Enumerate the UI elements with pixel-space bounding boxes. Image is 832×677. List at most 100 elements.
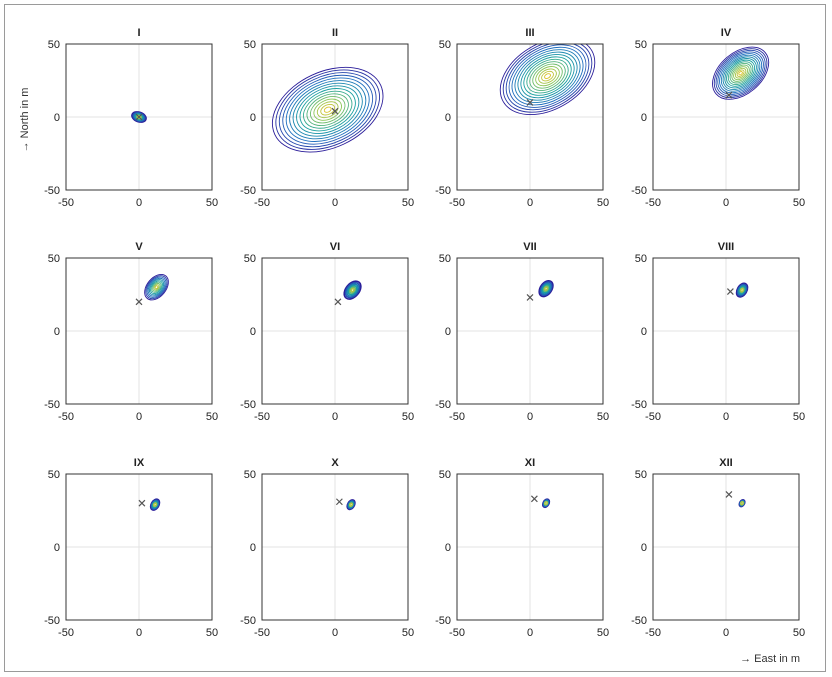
contour-group [738,499,746,508]
contour-line [543,500,549,506]
axes-box [261,257,409,405]
contour-group [538,279,554,298]
y-tick-label: 50 [635,253,647,265]
y-tick-label: 0 [445,326,451,338]
x-tick-label: 50 [206,411,218,423]
contour-line [719,53,763,94]
contour-group [712,46,770,100]
panel-title: IV [721,27,732,39]
x-tick-label: -50 [645,197,661,209]
x-tick-label: 0 [723,411,729,423]
panel-title: X [331,457,339,469]
y-tick-label: 0 [641,542,647,554]
axes-box [65,257,213,405]
y-tick-label: -50 [44,615,60,627]
panel-title: VI [330,241,340,253]
contour-line [152,502,158,507]
contour-line [320,103,336,116]
contour-line [717,51,764,95]
axes-box [261,43,409,191]
x-tick-label: 50 [597,197,609,209]
x-tick-label: 0 [332,627,338,639]
x-tick-label: 50 [402,197,414,209]
y-axis-label: → North in m [19,88,31,153]
x-tick-label: -50 [58,411,74,423]
contour-line [144,274,169,301]
contour-line [348,286,357,294]
contour-line [543,286,549,291]
contour-line [343,280,362,300]
contour-line [154,285,159,290]
contour-line [316,101,339,119]
y-tick-label: 50 [244,469,256,481]
x-tick-label: -50 [645,411,661,423]
y-tick-label: 0 [641,326,647,338]
y-tick-label: 0 [641,112,647,124]
y-tick-label: -50 [240,615,256,627]
contour-line [729,62,752,84]
y-tick-label: 0 [250,542,256,554]
y-tick-label: 50 [48,469,60,481]
contour-line [712,46,770,100]
y-tick-label: -50 [435,399,451,411]
contour-line [540,282,552,295]
contour-group [144,274,169,301]
contour-line [511,46,584,106]
axes-box [456,473,604,621]
contour-line [739,500,745,506]
contour-line [502,44,593,113]
y-tick-label: 50 [48,39,60,51]
axes-box [65,473,213,621]
contour-line [282,74,374,145]
contour-line [541,70,554,82]
y-tick-label: 50 [48,253,60,265]
x-tick-label: 50 [206,197,218,209]
panel-title: XI [525,457,535,469]
y-tick-label: -50 [631,185,647,197]
panel-title: III [525,27,534,39]
contour-line [535,66,560,87]
y-tick-label: 50 [439,469,451,481]
x-tick-label: 50 [793,627,805,639]
contour-line [292,82,363,137]
contour-group [541,498,551,509]
position-marker [331,107,339,115]
contour-line [499,44,596,116]
contour-line [508,44,587,108]
panel-title: I [137,27,140,39]
y-tick-label: -50 [240,185,256,197]
contour-line [523,56,572,96]
position-marker [530,495,538,503]
contour-group [149,498,161,511]
panel-title: VII [523,241,536,253]
contour-line [538,279,554,298]
contour-line [739,287,745,293]
x-tick-label: 50 [206,627,218,639]
contour-line [724,58,757,89]
panel-title: II [332,27,338,39]
y-tick-label: 0 [54,112,60,124]
contour-line [150,280,163,295]
x-tick-label: 0 [527,197,533,209]
y-tick-label: 50 [635,469,647,481]
axes-box [652,43,800,191]
contour-line [303,90,353,129]
contour-line [526,58,569,94]
x-tick-label: 0 [136,197,142,209]
contour-line [733,66,749,81]
y-tick-label: 0 [445,112,451,124]
contour-line [517,51,578,101]
contour-line [289,80,367,140]
contour-line [713,48,768,99]
axes-box [456,43,604,191]
y-tick-label: 50 [439,253,451,265]
x-tick-label: 50 [402,627,414,639]
position-marker [135,298,143,306]
contour-line [720,54,761,92]
contour-line [727,61,754,86]
contour-line [299,88,356,132]
axes-box [652,257,800,405]
contour-line [722,56,759,90]
x-tick-label: -50 [254,197,270,209]
